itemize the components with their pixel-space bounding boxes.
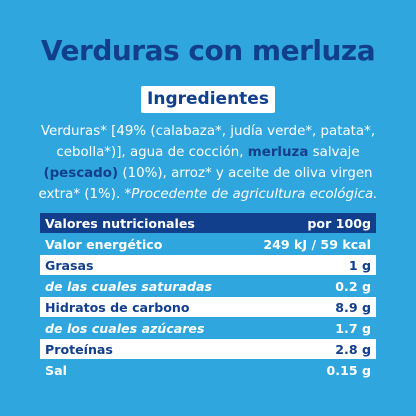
nutrition-label: Valor energético <box>45 236 163 252</box>
ingredients-merluza: merluza <box>247 145 309 160</box>
ingredients-part2: salvaje <box>308 145 360 160</box>
nutrition-label: Grasas <box>45 257 94 273</box>
ingredients-heading-wrap: Ingredientes <box>0 86 416 113</box>
ingredients-heading: Ingredientes <box>141 86 275 113</box>
nutrition-value: 1 g <box>348 257 371 273</box>
nutrition-header-value: por 100g <box>307 215 371 231</box>
ingredients-part3: (10%), arroz* y aceite de oliva virgen e… <box>38 166 373 202</box>
nutrition-row-fat: Grasas 1 g <box>40 255 376 275</box>
ingredients-pescado: (pescado) <box>43 166 119 181</box>
nutrition-label: de las cuales saturadas <box>45 278 213 294</box>
nutrition-header-label: Valores nutricionales <box>45 215 195 231</box>
nutrition-row-sugars: de los cuales azúcares 1.7 g <box>40 318 376 338</box>
nutrition-value: 1.7 g <box>335 320 371 336</box>
ingredients-part1: Verduras* [49% (calabaza*, judía verde*,… <box>40 124 376 160</box>
nutrition-value: 0.15 g <box>326 362 371 378</box>
nutrition-header-row: Valores nutricionales por 100g <box>40 213 376 233</box>
nutrition-table: Valores nutricionales por 100g Valor ene… <box>40 213 376 381</box>
nutrition-label: Sal <box>45 362 67 378</box>
nutrition-label: Hidratos de carbono <box>45 299 190 315</box>
nutrition-label: de los cuales azúcares <box>45 320 205 336</box>
product-title: Verduras con merluza <box>40 34 376 67</box>
ingredients-note: *Procedente de agricultura ecológica. <box>124 187 378 202</box>
nutrition-row-energy: Valor energético 249 kJ / 59 kcal <box>40 234 376 254</box>
nutrition-row-carbs: Hidratos de carbono 8.9 g <box>40 297 376 317</box>
nutrition-value: 8.9 g <box>335 299 371 315</box>
nutrition-label: Proteínas <box>45 341 113 357</box>
nutrition-value: 249 kJ / 59 kcal <box>263 236 371 252</box>
ingredients-text: Verduras* [49% (calabaza*, judía verde*,… <box>24 121 392 205</box>
nutrition-row-salt: Sal 0.15 g <box>40 360 376 380</box>
nutrition-row-saturated: de las cuales saturadas 0.2 g <box>40 276 376 296</box>
nutrition-value: 0.2 g <box>335 278 371 294</box>
nutrition-value: 2.8 g <box>335 341 371 357</box>
nutrition-row-protein: Proteínas 2.8 g <box>40 339 376 359</box>
